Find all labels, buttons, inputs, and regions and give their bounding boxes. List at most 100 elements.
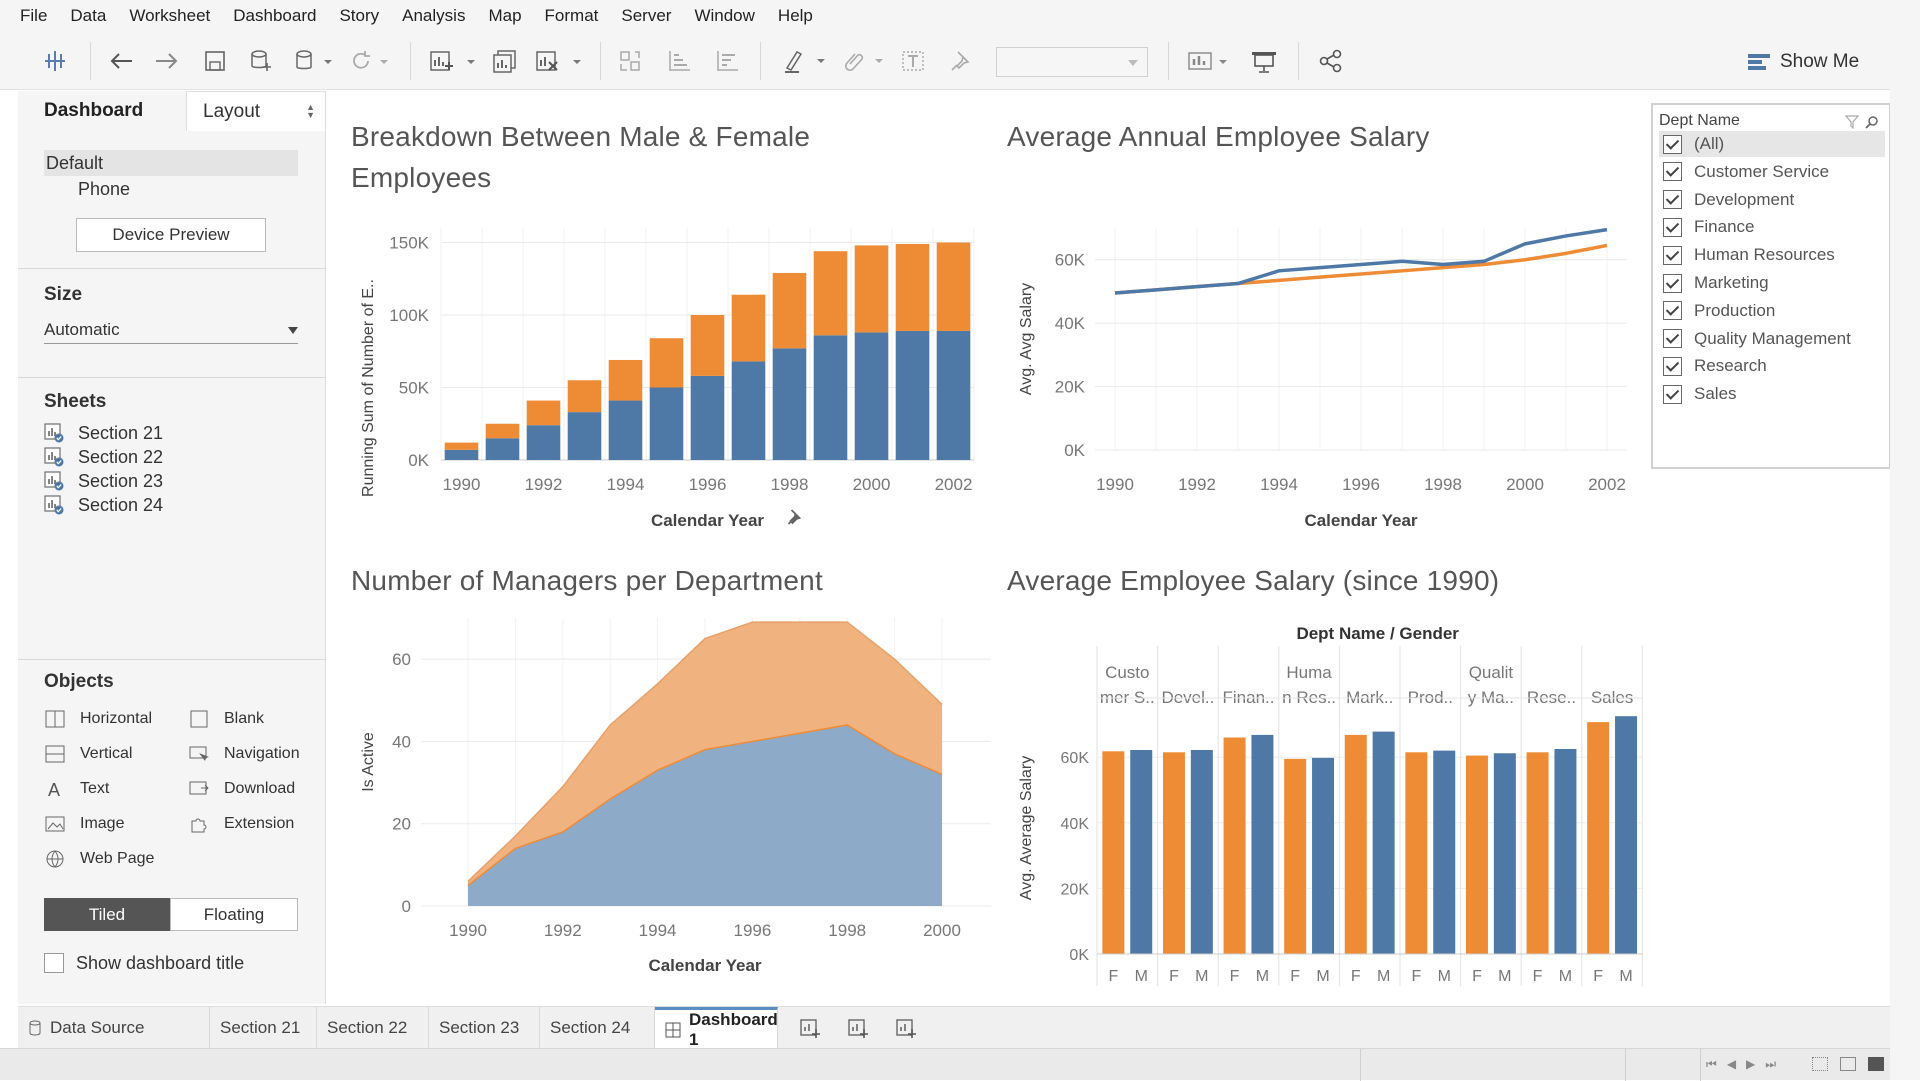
filter-item[interactable]: Research — [1659, 353, 1885, 379]
duplicate-sheet-icon[interactable] — [488, 46, 522, 76]
tab-section-21[interactable]: Section 21 — [210, 1007, 317, 1049]
redo-icon[interactable] — [152, 46, 182, 76]
view-switcher[interactable] — [1812, 1057, 1884, 1071]
next-sheet-icon[interactable]: ▶ — [1746, 1057, 1756, 1071]
device-default[interactable]: Default — [44, 150, 298, 176]
save-icon[interactable] — [200, 46, 230, 76]
menu-window[interactable]: Window — [694, 6, 755, 25]
menu-map[interactable]: Map — [488, 6, 522, 25]
area-male[interactable] — [468, 724, 942, 906]
menu-file[interactable]: File — [20, 6, 48, 25]
bar-female[interactable] — [444, 442, 479, 450]
bar-female[interactable] — [936, 242, 971, 331]
filter-item[interactable]: Sales — [1659, 381, 1885, 407]
show-mark-labels-icon[interactable] — [896, 46, 930, 76]
bar-female[interactable] — [1162, 752, 1185, 954]
line-male[interactable] — [1114, 227, 1608, 295]
tiled-button[interactable]: Tiled — [44, 898, 170, 931]
bar-male[interactable] — [485, 438, 520, 460]
bar-female[interactable] — [813, 251, 848, 336]
size-dropdown[interactable]: Automatic — [44, 316, 298, 344]
bar-female[interactable] — [649, 338, 684, 388]
bar-female[interactable] — [690, 315, 725, 376]
bar-male[interactable] — [1433, 750, 1456, 954]
tableau-logo-icon[interactable] — [40, 46, 70, 76]
pause-updates-icon[interactable] — [292, 46, 336, 76]
undo-icon[interactable] — [106, 46, 136, 76]
show-title-checkbox[interactable] — [44, 953, 64, 973]
checkbox[interactable] — [1663, 301, 1682, 321]
fit-dropdown[interactable] — [996, 47, 1148, 77]
bar-male[interactable] — [567, 412, 602, 460]
pin-icon[interactable] — [944, 46, 978, 76]
object-image[interactable]: Image — [44, 810, 124, 838]
tab-dashboard[interactable]: Dashboard — [18, 91, 186, 131]
tab-dashboard-1[interactable]: Dashboard 1 — [655, 1007, 778, 1049]
object-blank[interactable]: Blank — [188, 705, 264, 733]
object-horizontal[interactable]: Horizontal — [44, 705, 152, 733]
menu-server[interactable]: Server — [621, 6, 672, 25]
bar-male[interactable] — [1130, 749, 1153, 954]
presentation-icon[interactable] — [1246, 46, 1282, 76]
menu-help[interactable]: Help — [777, 6, 813, 25]
bar-male[interactable] — [1372, 731, 1395, 954]
bar-female[interactable] — [1526, 752, 1549, 954]
pin-icon[interactable] — [787, 509, 802, 525]
gender-breakdown-chart[interactable]: 0K 50K 100K 150K 1990 1992 1994 1996 1998 2000 200… — [351, 198, 991, 538]
last-sheet-icon[interactable]: ⏭ — [1765, 1057, 1777, 1071]
sheet-item[interactable]: Section 21 — [44, 420, 163, 446]
tab-section-23[interactable]: Section 23 — [429, 1007, 540, 1049]
object-navigation[interactable]: Navigation — [188, 740, 300, 768]
bar-male[interactable] — [813, 335, 848, 460]
tab-section-24[interactable]: Section 24 — [540, 1007, 655, 1049]
bar-male[interactable] — [1190, 749, 1213, 954]
filter-item[interactable]: Human Resources — [1659, 242, 1885, 268]
bar-female[interactable] — [1223, 737, 1246, 954]
grid-view-icon[interactable] — [1812, 1057, 1828, 1071]
filter-funnel-icon[interactable] — [1844, 115, 1860, 130]
sheet-item[interactable]: Section 24 — [44, 492, 163, 518]
area-female[interactable] — [468, 622, 942, 886]
bar-female[interactable] — [854, 245, 889, 333]
bar-male[interactable] — [895, 330, 930, 460]
filter-search-icon[interactable] — [1865, 115, 1879, 129]
tab-layout[interactable]: Layout ▲ ▼ — [186, 91, 326, 131]
avg-annual-salary-chart[interactable]: 0K 20K 40K 60K 1990 1992 1994 1996 1998 2000 2002 C… — [1007, 198, 1647, 538]
object-text[interactable]: A Text — [44, 775, 109, 803]
bar-male[interactable] — [690, 375, 725, 460]
show-me-button[interactable]: Show Me — [1748, 46, 1859, 78]
managers-per-dept-chart[interactable]: 0 20 40 60 1990 1992 1994 1996 1998 2000 Calendar … — [351, 608, 991, 1000]
device-phone[interactable]: Phone — [78, 178, 131, 199]
checkbox[interactable] — [1663, 245, 1682, 265]
object-download[interactable]: Download — [188, 775, 295, 803]
new-data-source-icon[interactable] — [246, 46, 276, 76]
first-sheet-icon[interactable]: ⏮ — [1706, 1057, 1717, 1071]
menu-analysis[interactable]: Analysis — [402, 6, 466, 25]
sheet-item[interactable]: Section 22 — [44, 444, 163, 470]
bar-male[interactable] — [649, 387, 684, 461]
bar-male[interactable] — [444, 449, 479, 460]
menu-data[interactable]: Data — [70, 6, 107, 25]
object-vertical[interactable]: Vertical — [44, 740, 132, 768]
filter-item[interactable]: Quality Management — [1659, 326, 1885, 352]
highlight-icon[interactable] — [780, 46, 830, 76]
new-worksheet-icon[interactable] — [426, 46, 478, 76]
bar-female[interactable] — [731, 294, 766, 362]
sheet-item[interactable]: Section 23 — [44, 468, 163, 494]
bar-male[interactable] — [1251, 734, 1274, 954]
checkbox[interactable] — [1663, 329, 1682, 349]
refresh-icon[interactable] — [348, 46, 392, 76]
filter-item[interactable]: Production — [1659, 298, 1885, 324]
bar-female[interactable] — [1587, 722, 1610, 954]
object-extension[interactable]: Extension — [188, 810, 294, 838]
device-preview-button[interactable]: Device Preview — [76, 218, 266, 252]
filter-item[interactable]: Development — [1659, 187, 1885, 213]
bar-male[interactable] — [526, 425, 561, 460]
filter-item[interactable]: Finance — [1659, 214, 1885, 240]
bar-female[interactable] — [1405, 752, 1428, 954]
filter-item[interactable]: Customer Service — [1659, 159, 1885, 185]
tab-data-source[interactable]: Data Source — [18, 1007, 210, 1049]
bar-female[interactable] — [1344, 734, 1367, 954]
clear-sheet-icon[interactable] — [532, 46, 586, 76]
